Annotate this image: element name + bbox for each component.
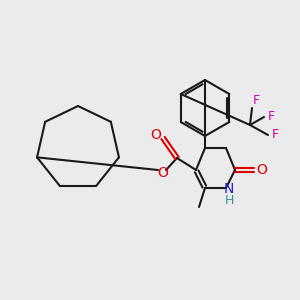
Text: N: N	[224, 182, 234, 196]
Text: F: F	[252, 94, 260, 107]
Text: O: O	[256, 163, 267, 177]
Text: O: O	[151, 128, 161, 142]
Text: H: H	[224, 194, 234, 208]
Text: F: F	[267, 110, 274, 124]
Text: F: F	[272, 128, 279, 142]
Text: O: O	[158, 166, 168, 180]
